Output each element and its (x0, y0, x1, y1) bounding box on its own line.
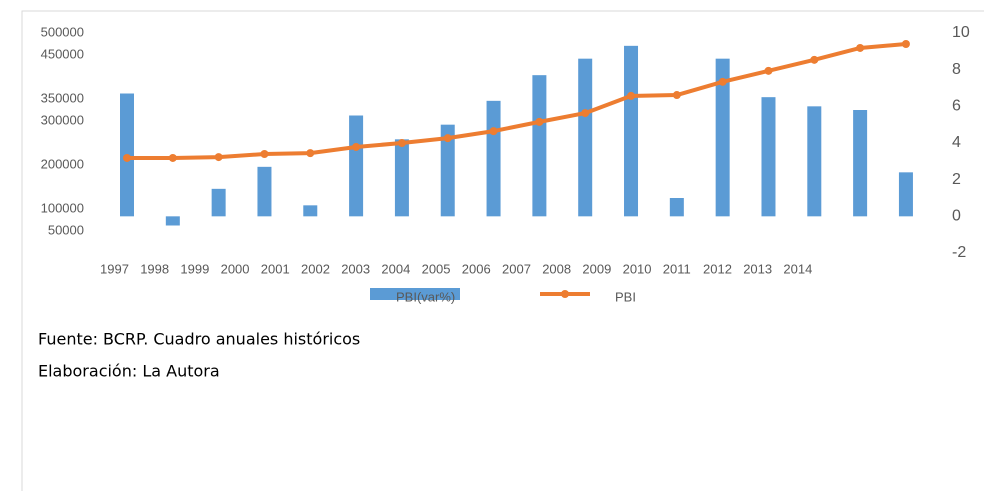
credit-note: Elaboración: La Autora (38, 362, 220, 381)
x-tick-label: 2013 (743, 261, 772, 276)
x-tick-label: 2008 (542, 261, 571, 276)
x-tick-label: 2002 (301, 261, 330, 276)
line-marker (397, 139, 406, 147)
x-tick-label: 2010 (623, 261, 652, 276)
y2-tick-label: 2 (952, 171, 961, 188)
bar (578, 58, 593, 217)
line-marker (764, 66, 773, 75)
line-marker (123, 153, 131, 162)
bar (669, 198, 684, 217)
line-marker (535, 117, 544, 126)
y-tick-label: 500000 (41, 24, 84, 39)
line-marker (672, 91, 681, 100)
y2-tick-label: 0 (952, 208, 961, 225)
y-tick-label: 50000 (48, 222, 84, 237)
bar (440, 124, 455, 217)
line-marker (443, 134, 452, 143)
x-tick-label: 2014 (783, 261, 812, 276)
bar (486, 100, 501, 217)
x-tick-label: 2011 (663, 261, 691, 276)
x-tick-label: 2005 (422, 261, 451, 276)
y-tick-label: 350000 (41, 90, 84, 105)
line (127, 42, 907, 160)
line-marker (260, 150, 269, 158)
y-tick-label: 300000 (41, 112, 84, 127)
y2-tick-label: 10 (952, 24, 970, 41)
y2-tick-label: 6 (952, 98, 961, 115)
bar (624, 45, 639, 217)
x-tick-label: 1997 (100, 261, 129, 276)
legend-swatch (370, 288, 460, 300)
x-tick-label: 2009 (582, 261, 611, 276)
x-tick-label: 2006 (462, 261, 491, 276)
x-tick-label: 1999 (180, 261, 209, 276)
y-tick-label: 200000 (41, 156, 84, 171)
legend-label: PBI (615, 289, 636, 304)
line-marker (581, 109, 590, 118)
bar (715, 58, 730, 217)
line-marker (489, 127, 498, 136)
line-marker (306, 149, 315, 158)
bar (257, 166, 272, 217)
line-marker (718, 77, 727, 86)
bar (898, 172, 913, 217)
x-tick-label: 2012 (703, 261, 732, 276)
y2-tick-label: 8 (952, 61, 961, 78)
bar (211, 188, 226, 217)
x-tick-label: 1998 (140, 261, 169, 276)
bar (165, 216, 180, 226)
line-marker (214, 153, 223, 162)
legend-label: PBI(var%) (396, 289, 455, 304)
line-marker (856, 43, 865, 52)
x-tick-label: 2003 (341, 261, 370, 276)
bar (761, 97, 776, 217)
source-note: Fuente: BCRP. Cuadro anuales históricos (38, 330, 360, 349)
bar (349, 115, 364, 217)
x-tick-label: 2000 (221, 261, 250, 276)
y-tick-label: 100000 (41, 200, 84, 215)
line-marker (352, 142, 361, 151)
bar (853, 110, 868, 217)
line-marker (810, 55, 819, 64)
y2-tick-label: -2 (952, 244, 966, 261)
bar (303, 205, 318, 217)
line-marker (168, 153, 177, 162)
bar (532, 75, 547, 217)
frame (21, 10, 984, 491)
bar (394, 139, 409, 217)
x-tick-label: 2004 (381, 261, 410, 276)
x-tick-label: 2001 (261, 261, 290, 276)
line-marker (627, 91, 636, 100)
bar (807, 106, 822, 217)
legend-marker (561, 290, 569, 298)
y-tick-label: 450000 (41, 46, 84, 61)
line-marker (901, 40, 910, 48)
x-tick-label: 2007 (502, 261, 531, 276)
y2-tick-label: 4 (952, 134, 961, 151)
